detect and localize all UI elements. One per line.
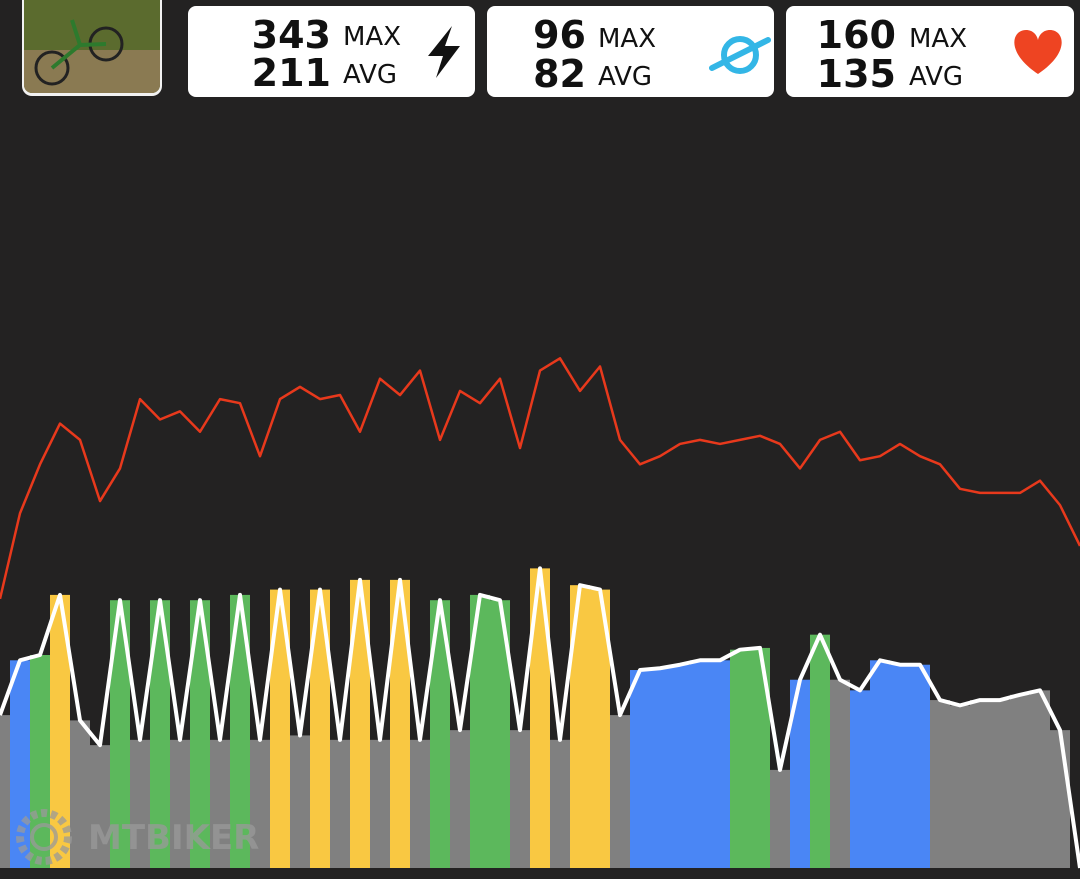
power-bar <box>1030 690 1050 868</box>
heart-rate-card <box>786 6 1074 97</box>
stat-max-label: MAX <box>909 24 967 54</box>
power-bar <box>890 664 910 868</box>
power-bar <box>370 739 390 868</box>
power-bar <box>190 600 210 868</box>
power-bar <box>350 579 370 868</box>
power-bar <box>390 579 410 868</box>
power-bar <box>330 739 350 868</box>
heart-rate-line <box>0 357 1080 600</box>
power-card <box>188 6 475 97</box>
power-bar <box>990 700 1010 868</box>
power-bar <box>270 589 290 868</box>
heart-icon <box>1014 30 1062 74</box>
stat-max: 343 <box>252 13 331 57</box>
watermark-logo <box>30 823 58 851</box>
power-bar <box>50 594 70 868</box>
stat-avg-label: AVG <box>343 60 397 90</box>
stat-max: 96 <box>533 13 586 57</box>
power-bar <box>290 735 310 868</box>
power-bar <box>930 700 950 868</box>
cadence-ring <box>721 36 759 74</box>
power-bar <box>130 739 150 868</box>
power-icon <box>428 26 460 78</box>
power-bar <box>510 730 530 868</box>
power-bar <box>850 690 870 868</box>
cadence-card <box>487 6 774 97</box>
watermark-logo <box>16 809 72 865</box>
power-bar <box>810 634 830 868</box>
stat-avg: 211 <box>252 51 331 95</box>
thumbnail-ground <box>24 50 160 93</box>
power-bar <box>250 739 270 868</box>
power-bar <box>570 585 590 868</box>
stat-avg: 135 <box>817 52 896 96</box>
watermark-text: MTBIKER <box>88 818 259 858</box>
power-bar <box>910 664 930 868</box>
power-bar <box>210 739 230 868</box>
power-bar <box>710 660 730 868</box>
power-bar <box>1050 730 1070 868</box>
ride-graph <box>0 357 1080 869</box>
power-bar <box>90 745 110 868</box>
power-bar <box>670 664 690 868</box>
power-bar <box>1010 694 1030 868</box>
power-bar <box>490 600 510 868</box>
power-bar <box>750 647 770 868</box>
power-bar <box>0 715 10 868</box>
power-bar <box>830 679 850 868</box>
power-bar <box>610 715 630 868</box>
wheel <box>34 50 70 86</box>
power-bar <box>590 589 610 868</box>
power-bar <box>410 739 430 868</box>
power-bar <box>690 660 710 868</box>
rider <box>50 19 107 70</box>
power-bar <box>530 568 550 868</box>
power-outline <box>0 566 1080 869</box>
power-bar <box>170 739 190 868</box>
power-bar <box>950 705 970 868</box>
stat-avg: 82 <box>533 52 586 96</box>
stat-max-label: MAX <box>598 24 656 54</box>
power-bar <box>970 700 990 868</box>
power-bar <box>310 589 330 868</box>
power-bar <box>790 679 810 868</box>
power-bar <box>430 600 450 868</box>
power-bar <box>110 600 130 868</box>
power-bar <box>550 739 570 868</box>
power-bar <box>70 720 90 868</box>
thumbnail[interactable] <box>22 0 162 96</box>
power-bar <box>770 769 790 868</box>
power-bar <box>230 594 250 868</box>
stat-cards: 343 MAX 211 AVG 96 MAX 82 AVG 160 MAX 13… <box>188 6 1074 97</box>
power-bar <box>470 594 490 868</box>
power-bar <box>730 649 750 868</box>
stat-avg-label: AVG <box>909 62 963 92</box>
stat-avg-label: AVG <box>598 62 652 92</box>
power-bar <box>650 668 670 868</box>
power-bar <box>450 730 470 868</box>
power-bar <box>870 660 890 868</box>
power-bar <box>10 660 30 868</box>
cadence-icon <box>709 36 771 74</box>
power-bar <box>630 670 650 868</box>
watermark: MTBIKER <box>16 809 259 865</box>
stat-max: 160 <box>817 13 896 57</box>
stat-max-label: MAX <box>343 22 401 52</box>
cadence-needle <box>709 37 771 71</box>
power-bar <box>150 600 170 868</box>
